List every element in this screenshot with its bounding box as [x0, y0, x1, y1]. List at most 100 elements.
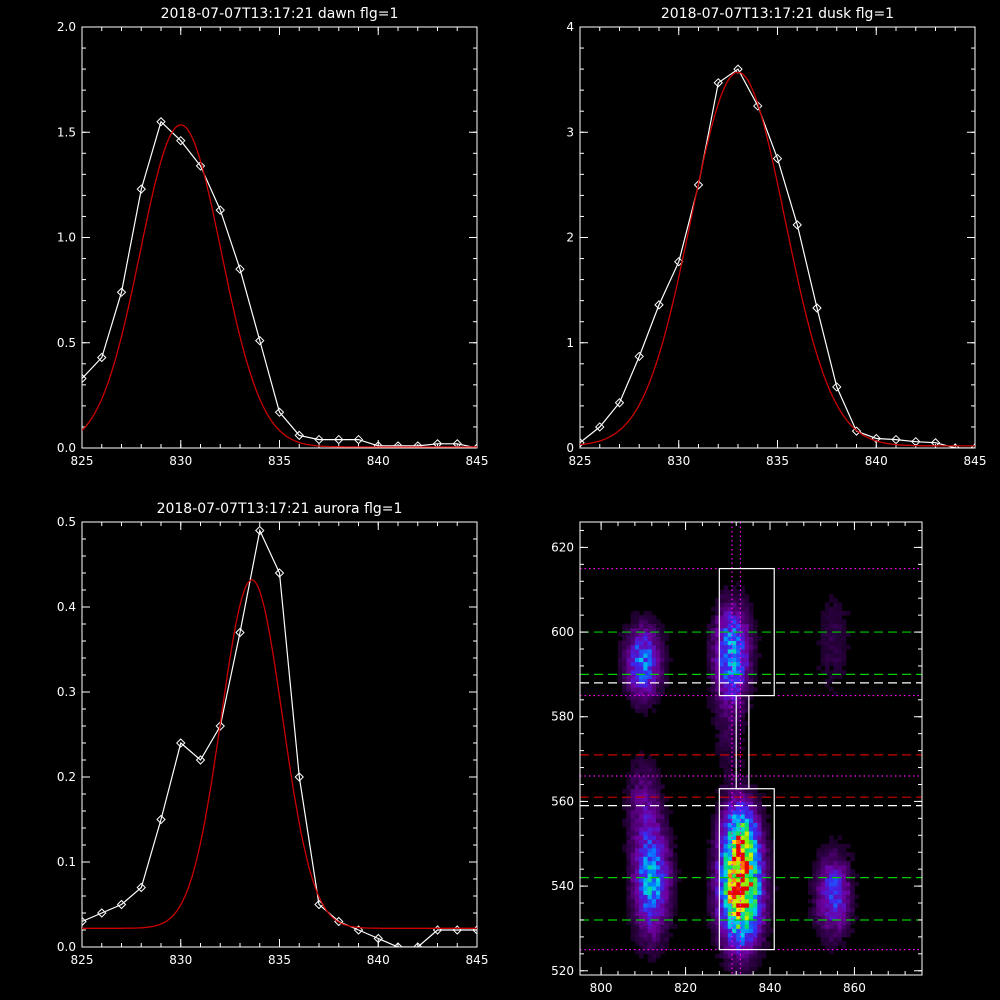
heatmap-cell: [639, 852, 644, 857]
heatmap-cell: [639, 953, 644, 959]
heatmap-cell: [626, 907, 632, 912]
heatmap-cell: [736, 890, 741, 895]
heatmap-cell: [626, 894, 632, 900]
heatmap-cell: [841, 852, 847, 857]
x-tick-label: 835: [268, 454, 291, 468]
data-point-marker: [353, 925, 364, 935]
heatmap-cell: [719, 805, 724, 811]
heatmap-cell: [643, 826, 648, 832]
heatmap-cell: [719, 661, 724, 667]
heatmap-cell: [664, 670, 670, 675]
heatmap-cell: [626, 839, 632, 845]
heatmap-cell: [850, 869, 855, 874]
heatmap-cell: [634, 644, 640, 650]
heatmap-cell: [643, 814, 648, 819]
heatmap-cell: [651, 864, 657, 870]
heatmap-cell: [634, 873, 640, 879]
heatmap-cell: [846, 881, 851, 887]
heatmap-cell: [736, 649, 741, 654]
heatmap-cell: [715, 746, 720, 752]
heatmap-cell: [740, 903, 746, 908]
heatmap-cell: [816, 907, 822, 912]
heatmap-cell: [841, 903, 847, 908]
heatmap-cell: [719, 881, 724, 887]
heatmap-cell: [643, 674, 648, 680]
heatmap-cell: [618, 649, 623, 654]
heatmap-cell: [626, 644, 632, 650]
heatmap-cell: [630, 839, 636, 845]
data-point-marker: [413, 441, 423, 448]
heatmap-cell: [837, 941, 843, 946]
heatmap-cell: [630, 619, 636, 624]
heatmap-cell: [732, 814, 737, 819]
heatmap-cell: [820, 636, 826, 641]
heatmap-cell: [753, 627, 758, 633]
heatmap-cell: [719, 653, 724, 658]
heatmap-cell: [643, 759, 648, 764]
heatmap-cell: [850, 856, 855, 862]
heatmap-cell: [706, 881, 712, 887]
heatmap-cell: [630, 610, 636, 616]
heatmap-cell: [651, 822, 657, 828]
heatmap-cell: [765, 903, 771, 908]
heatmap-cell: [812, 860, 817, 866]
heatmap-cell: [837, 847, 843, 853]
heatmap-cell: [736, 864, 741, 870]
heatmap-cell: [732, 894, 737, 900]
heatmap-cell: [829, 632, 834, 637]
heatmap-cell: [820, 936, 826, 942]
heatmap-cell: [723, 958, 729, 963]
heatmap-cell: [753, 962, 758, 967]
heatmap-cell: [740, 915, 746, 921]
heatmap-cell: [846, 610, 851, 616]
heatmap-cell: [748, 903, 754, 908]
heatmap-cell: [820, 627, 826, 633]
heatmap-cell: [748, 864, 754, 870]
heatmap-cell: [630, 864, 636, 870]
heatmap-cell: [715, 602, 720, 608]
heatmap-cell: [656, 788, 661, 794]
heatmap-cell: [765, 835, 771, 840]
heatmap-cell: [715, 640, 720, 646]
heatmap-cell: [639, 695, 644, 701]
heatmap-cell: [656, 661, 661, 667]
heatmap-cell: [723, 695, 729, 701]
heatmap-cell: [710, 678, 716, 684]
heatmap-cell: [656, 881, 661, 887]
data-point-marker: [693, 180, 704, 190]
heatmap-cell: [668, 869, 674, 874]
heatmap-cell: [748, 839, 754, 845]
data-point-marker: [753, 101, 763, 111]
heatmap-cell: [651, 649, 657, 654]
heatmap-cell: [757, 903, 762, 908]
heatmap-cell: [639, 776, 644, 781]
heatmap-cell: [651, 640, 657, 646]
heatmap-cell: [812, 898, 817, 904]
heatmap-cell: [668, 881, 674, 887]
heatmap-cell: [660, 801, 665, 807]
heatmap-cell: [715, 847, 720, 853]
x-tick-label: 840: [367, 454, 390, 468]
heatmap-cell: [634, 632, 640, 637]
heatmap-cell: [710, 661, 716, 667]
heatmap-cell: [647, 941, 653, 946]
heatmap-cell: [744, 958, 750, 963]
heatmap-cell: [841, 843, 847, 849]
heatmap-cell: [837, 644, 843, 650]
heatmap-cell: [824, 847, 830, 853]
heatmap-cell: [753, 822, 758, 828]
heatmap-cell: [710, 873, 716, 879]
heatmap-cell: [660, 932, 665, 938]
heatmap-cell: [744, 814, 750, 819]
heatmap-cell: [748, 809, 754, 815]
heatmap-cell: [634, 615, 640, 620]
aurora-spectrum-panel: 825 830 835 840 8450.00.10.20.30.40.52018-07…: [57, 501, 489, 967]
heatmap-cell: [740, 864, 746, 870]
heatmap-cell: [820, 615, 826, 620]
data-point-marker: [393, 441, 403, 448]
heatmap-cell: [723, 720, 729, 726]
heatmap-cell: [723, 649, 729, 654]
heatmap-cell: [732, 725, 737, 730]
heatmap-cell: [634, 695, 640, 701]
heatmap-cell: [643, 898, 648, 904]
